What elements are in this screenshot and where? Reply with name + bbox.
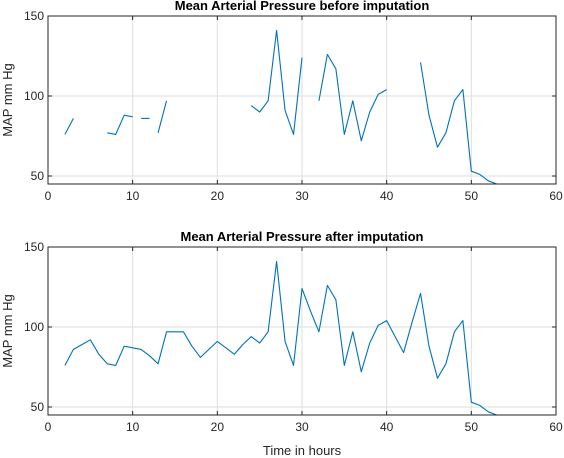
top-x-tick-label: 30 <box>295 189 309 203</box>
top-y-tick-label: 150 <box>24 9 44 23</box>
top-x-tick-label: 20 <box>211 189 225 203</box>
top-series-segment-1 <box>64 118 74 135</box>
top-x-tick-label: 60 <box>549 189 563 203</box>
top-series-segment-4 <box>157 100 168 133</box>
top-series-segment-6 <box>318 53 387 142</box>
top-y-tick-label: 50 <box>31 169 45 183</box>
bottom-series-segment-1 <box>64 260 506 416</box>
top-y-tick-label: 100 <box>24 89 44 103</box>
bottom-y-tick-label: 50 <box>31 400 45 414</box>
bottom-x-axis-label: Time in hours <box>263 443 342 458</box>
top-y-axis-label: MAP mm Hg <box>0 63 15 136</box>
top-x-tick-label: 10 <box>126 189 140 203</box>
top-plot-panel: 0 10 20 30 40 50 60 50 100 150 Mean Arterial Press… <box>0 0 563 203</box>
bottom-y-tick-label: 100 <box>24 320 44 334</box>
top-series-segment-7 <box>419 62 506 185</box>
bottom-x-tick-label: 10 <box>126 420 140 434</box>
bottom-x-tick-label: 50 <box>465 420 479 434</box>
top-series-segment-5 <box>250 29 303 135</box>
bottom-x-tick-label: 60 <box>549 420 563 434</box>
top-x-tick-label: 0 <box>45 189 52 203</box>
bottom-x-tick-label: 30 <box>295 420 309 434</box>
top-x-tick-label: 40 <box>380 189 394 203</box>
top-x-tick-label: 50 <box>465 189 479 203</box>
top-chart-title: Mean Arterial Pressure before imputation <box>175 0 430 13</box>
top-series-segment-2 <box>107 114 133 135</box>
bottom-x-tick-label: 20 <box>211 420 225 434</box>
bottom-x-tick-label: 0 <box>45 420 52 434</box>
bottom-y-tick-label: 150 <box>24 240 44 254</box>
bottom-y-axis-label: MAP mm Hg <box>0 294 15 367</box>
bottom-plot-panel: 0 10 20 30 40 50 60 50 100 150 Mean Arterial Press… <box>0 229 563 458</box>
bottom-x-tick-label: 40 <box>380 420 394 434</box>
bottom-chart-title: Mean Arterial Pressure after imputation <box>181 229 424 244</box>
